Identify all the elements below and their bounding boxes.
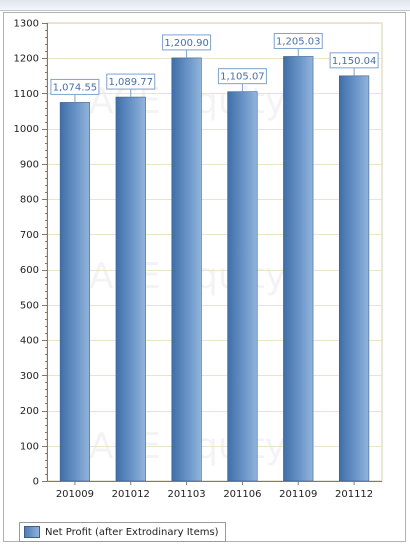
bar	[171, 57, 202, 482]
y-tick-label: 400	[20, 336, 39, 347]
data-label-box	[273, 32, 323, 49]
x-tick-label: 201009	[56, 489, 94, 500]
legend: Net Profit (after Extrodinary Items)	[19, 522, 226, 542]
data-label-box	[217, 68, 267, 85]
bar	[283, 56, 314, 482]
legend-label: Net Profit (after Extrodinary Items)	[45, 526, 219, 538]
x-tick-label: 201109	[279, 489, 317, 500]
bar	[59, 102, 91, 482]
data-label: 1,105.07	[220, 72, 265, 83]
y-tick-label: 700	[20, 230, 39, 241]
data-label-box	[329, 52, 379, 69]
y-axis: 0 100 200 300 400 500 600 700 800 900 1000 1100 1200…	[14, 19, 48, 488]
gridlines	[47, 23, 382, 447]
y-tick-label: 500	[20, 300, 39, 311]
y-tick-label: 900	[20, 159, 39, 170]
x-tick-label: 201106	[223, 489, 261, 500]
data-label-box	[162, 34, 212, 51]
legend-swatch	[24, 526, 40, 538]
y-tick-label: 1000	[14, 124, 39, 135]
y-tick-label: 1100	[14, 89, 39, 100]
bar-chart: ACE EquityACE EquityACE Equity 010020030…	[14, 19, 383, 500]
data-label: 1,205.03	[276, 36, 321, 47]
bar	[338, 75, 370, 482]
data-label: 1,150.04	[332, 56, 377, 67]
data-label: 1,200.90	[164, 38, 209, 49]
plot-area	[46, 22, 383, 482]
bars	[59, 56, 370, 482]
y-tick-label: 300	[20, 371, 39, 382]
y-tick-label: 0	[33, 477, 39, 488]
y-tick-label: 100	[20, 441, 39, 452]
x-tick-label: 201103	[167, 489, 205, 500]
data-labels: 1,074.55 1,089.77 1,200.90 1,105.07 1,205.03…	[50, 32, 379, 103]
data-label: 1,089.77	[108, 77, 153, 88]
y-tick-label: 800	[20, 195, 39, 206]
y-tick-label: 1300	[14, 19, 39, 30]
y-tick-label: 200	[20, 406, 39, 417]
x-tick-label: 201112	[335, 489, 373, 500]
window-top-strip	[0, 0, 410, 11]
x-axis: 201009 201012 201103 201106 201109 201112	[47, 481, 382, 500]
y-tick-label: 1200	[14, 54, 39, 65]
data-label-box	[50, 78, 100, 95]
y-tick-label: 600	[20, 265, 39, 276]
bar	[227, 91, 258, 482]
data-label-box	[106, 73, 156, 90]
chart-panel: ACE EquityACE EquityACE Equity 010020030…	[3, 12, 406, 542]
data-label: 1,074.55	[53, 82, 98, 93]
x-tick-label: 201012	[112, 489, 150, 500]
bar	[115, 96, 146, 482]
